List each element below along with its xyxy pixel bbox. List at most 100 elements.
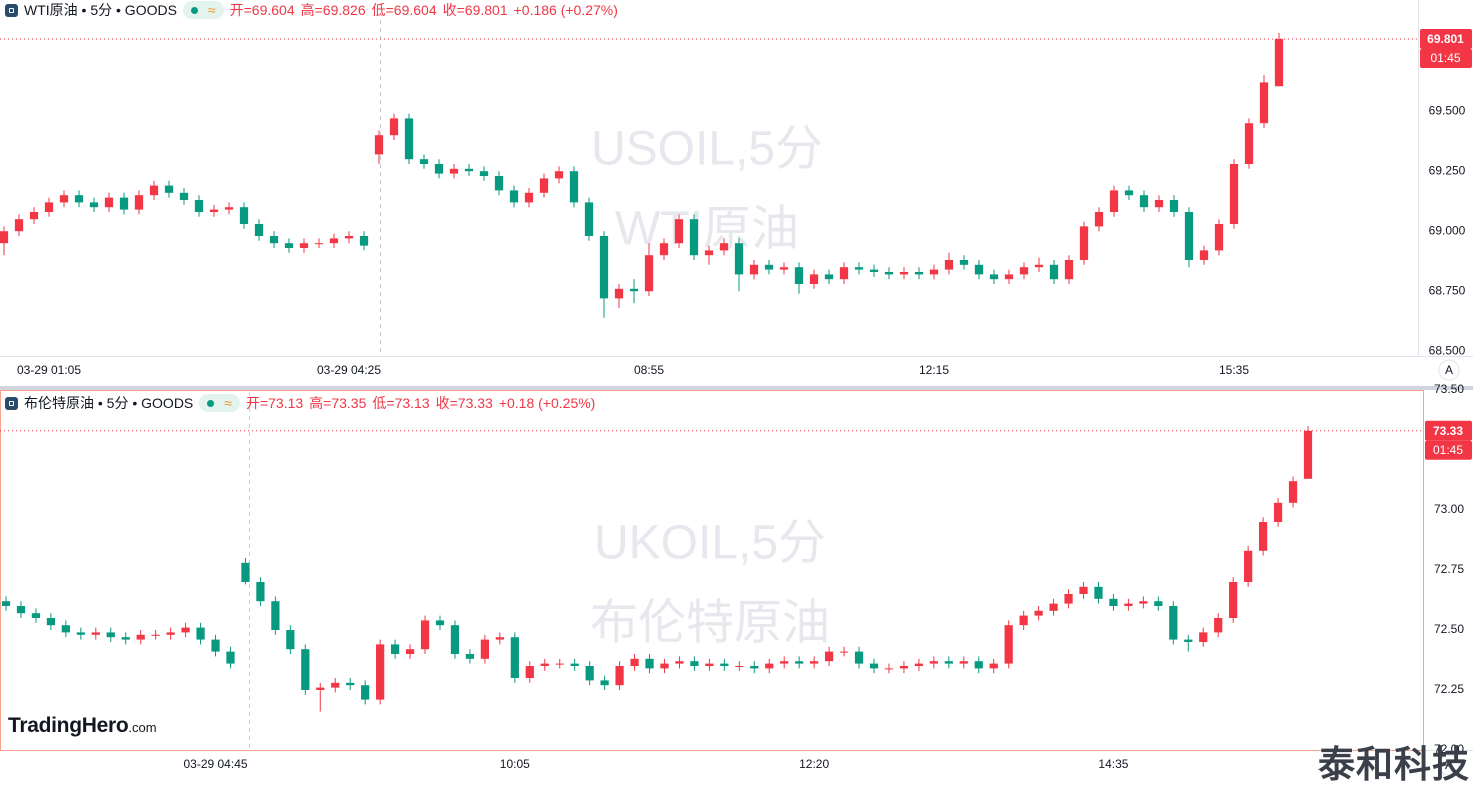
symbol-icon[interactable]: [5, 396, 18, 410]
y-tick-label: 68.750: [1429, 283, 1466, 297]
candle-body: [314, 243, 324, 245]
price-tag: [1425, 420, 1472, 441]
candle-body: [419, 159, 429, 164]
x-tick-label: 03-29 01:05: [17, 363, 81, 377]
candle-body: [795, 661, 804, 664]
candle-body: [211, 639, 220, 652]
info-item: 收=73.33: [435, 395, 493, 411]
candle-body: [1004, 274, 1014, 280]
plot-layer: 68.500 68.750 69.000 69.250 69.500 03-29 01:0…: [0, 28, 1472, 776]
logo-suffix: .com: [128, 720, 157, 735]
candle-body: [1139, 601, 1148, 604]
status-pill[interactable]: ≈: [182, 1, 224, 19]
candle-body: [720, 663, 729, 666]
y-tick-label: 69.000: [1429, 223, 1466, 237]
status-pill[interactable]: ≈: [199, 394, 240, 412]
candle-body: [435, 620, 445, 626]
y-tick-label: 72.75: [1434, 562, 1464, 576]
x-tick-label: 08:55: [634, 363, 664, 377]
x-tick-label: 03-29 04:45: [183, 757, 247, 771]
candle-body: [780, 661, 789, 664]
candle-body: [149, 185, 159, 196]
y-tick-label: 72.00: [1434, 742, 1464, 756]
candle-body: [31, 613, 41, 618]
candle-body: [1184, 639, 1193, 642]
candle-body: [299, 243, 309, 248]
candle-body: [719, 243, 729, 251]
candle-body: [765, 663, 774, 669]
candle-body: [1184, 212, 1194, 260]
candle-body: [1049, 264, 1059, 280]
candle-body: [1214, 618, 1223, 633]
candle-body: [584, 202, 594, 236]
candle-body: [690, 661, 699, 666]
candle-body: [974, 661, 983, 669]
candle-body: [434, 164, 444, 174]
candle-body: [510, 637, 519, 678]
candle-body: [914, 272, 924, 275]
candle-body: [16, 606, 26, 614]
x-tick-label: 12:20: [799, 757, 829, 771]
symbol-icon[interactable]: [5, 3, 18, 17]
candle-body: [61, 625, 70, 633]
candle-body: [284, 243, 294, 248]
candle-body: [495, 637, 504, 640]
candle-body: [539, 178, 549, 193]
candle-body: [524, 192, 534, 203]
candle-body: [1229, 582, 1238, 618]
candle-body: [1258, 522, 1268, 551]
candle-body: [1199, 250, 1209, 260]
y-tick-label: 68.500: [1429, 343, 1466, 357]
symbol-title[interactable]: WTI原油 • 5分 • GOODS: [24, 2, 177, 18]
candle-body: [824, 651, 834, 662]
logo: TradingHero.com: [8, 714, 157, 738]
candle-body: [929, 661, 938, 664]
candle-body: [119, 197, 129, 210]
auto-scale-button[interactable]: [1438, 754, 1460, 776]
candle-body: [179, 192, 189, 200]
pane-separator[interactable]: [0, 386, 1473, 390]
candle-body: [1124, 190, 1134, 196]
x-tick-label: 14:35: [1098, 757, 1128, 771]
candle-body: [1094, 212, 1104, 227]
auto-scale-label[interactable]: A: [1445, 363, 1453, 377]
auto-scale-label[interactable]: A: [1445, 758, 1453, 772]
candle-body: [689, 219, 699, 256]
candle-body: [540, 663, 549, 666]
candle-body: [704, 250, 714, 256]
countdown-label: 01:45: [1433, 443, 1463, 457]
candle-body: [569, 171, 579, 203]
candle-body: [1288, 481, 1298, 503]
candle-body: [809, 274, 819, 284]
candle-body: [91, 632, 100, 635]
candle-body: [74, 195, 84, 203]
y-tick-label: 72.25: [1434, 682, 1464, 696]
corner-watermark: 泰和科技: [1318, 744, 1470, 785]
candle-body: [899, 272, 909, 275]
candle-body: [884, 668, 894, 670]
candle-body: [1, 601, 11, 606]
candle-body: [1019, 615, 1028, 626]
candle-body: [76, 632, 85, 635]
candle-body: [1049, 603, 1058, 611]
candle-body: [675, 661, 684, 664]
candle-body: [405, 649, 415, 654]
candle-body: [464, 168, 474, 172]
candle-body: [600, 680, 609, 686]
countdown-tag: [1420, 48, 1472, 68]
candle-body: [1064, 594, 1073, 604]
symbol-title[interactable]: 布伦特原油 • 5分 • GOODS: [24, 395, 194, 411]
candle-body: [869, 663, 879, 669]
candle-body: [465, 654, 475, 659]
candle-body: [241, 562, 250, 582]
candle-body: [376, 644, 385, 700]
candle-body: [644, 255, 654, 292]
auto-scale-button[interactable]: [1438, 359, 1460, 381]
candle-body: [1244, 550, 1253, 582]
candle-body: [929, 269, 939, 275]
candle-body: [59, 195, 69, 203]
candle-body: [764, 264, 774, 270]
candle-body: [44, 202, 54, 212]
candle-body: [181, 627, 190, 633]
price-tag: [1420, 28, 1472, 49]
